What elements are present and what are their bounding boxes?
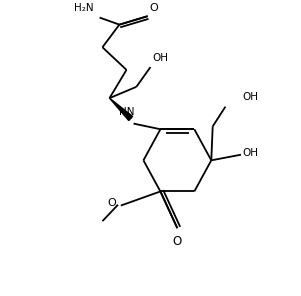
Text: H₂N: H₂N [74,3,94,13]
Polygon shape [110,98,133,120]
Text: OH: OH [242,92,258,102]
Text: O: O [108,198,116,208]
Text: OH: OH [152,53,168,63]
Text: O: O [173,235,182,248]
Text: OH: OH [242,148,258,158]
Text: O: O [149,3,158,13]
Text: HN: HN [119,107,134,117]
